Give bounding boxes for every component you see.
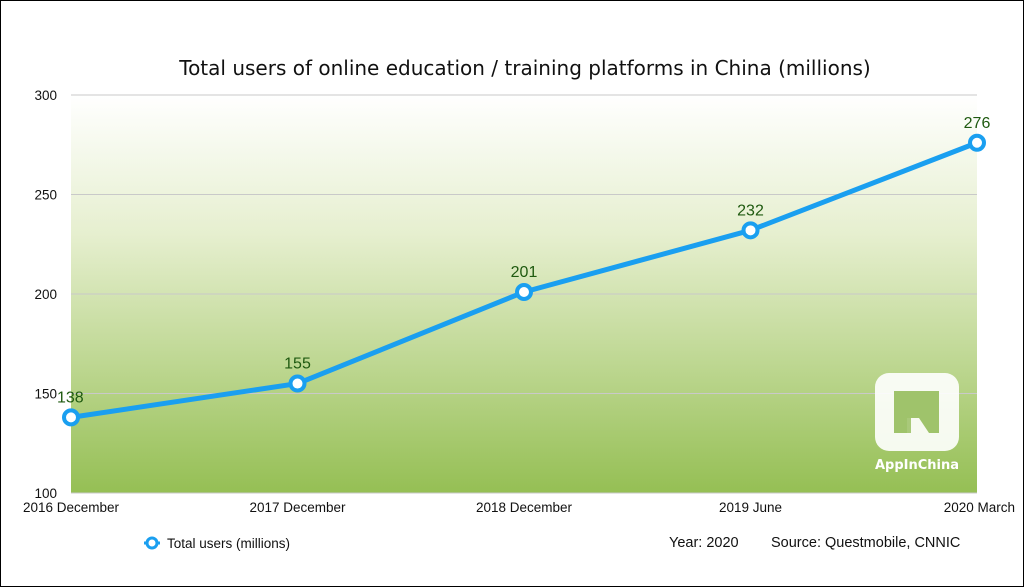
- data-point: [288, 374, 307, 393]
- y-tick-label: 300: [34, 88, 57, 103]
- x-tick-label: 2018 December: [476, 500, 573, 515]
- chart-title: Total users of online education / traini…: [178, 56, 870, 80]
- legend-marker: [145, 536, 159, 550]
- y-tick-label: 100: [34, 486, 57, 501]
- legend: Total users (millions): [144, 536, 290, 551]
- data-point: [741, 221, 760, 240]
- legend-label: Total users (millions): [167, 536, 290, 551]
- appinchina-logo: AppInChina: [875, 373, 959, 473]
- y-tick-label: 250: [34, 188, 57, 203]
- y-axis-ticks: 100 150 200 250 300: [34, 88, 57, 501]
- x-axis-ticks: 2016 December 2017 December 2018 December 2…: [23, 500, 1015, 515]
- x-tick-label: 2020 March: [944, 500, 1015, 515]
- y-tick-label: 150: [34, 387, 57, 402]
- data-label: 201: [511, 264, 538, 281]
- x-tick-label: 2017 December: [249, 500, 346, 515]
- data-label: 155: [284, 356, 311, 373]
- data-label: 276: [964, 115, 991, 132]
- watermark-text: AppInChina: [875, 458, 959, 473]
- data-labels: 138 155 201 232 276: [57, 115, 990, 407]
- series-layer: [62, 133, 986, 427]
- data-point: [515, 283, 533, 302]
- data-point: [968, 133, 986, 152]
- data-label: 138: [57, 389, 84, 406]
- footer-year: Year: 2020: [669, 535, 739, 551]
- y-tick-label: 200: [34, 287, 57, 302]
- data-label: 232: [737, 202, 764, 219]
- footer-source: Source: Questmobile, CNNIC: [771, 535, 960, 551]
- data-point: [62, 408, 80, 427]
- x-tick-label: 2016 December: [23, 500, 120, 515]
- x-tick-label: 2019 June: [719, 500, 782, 515]
